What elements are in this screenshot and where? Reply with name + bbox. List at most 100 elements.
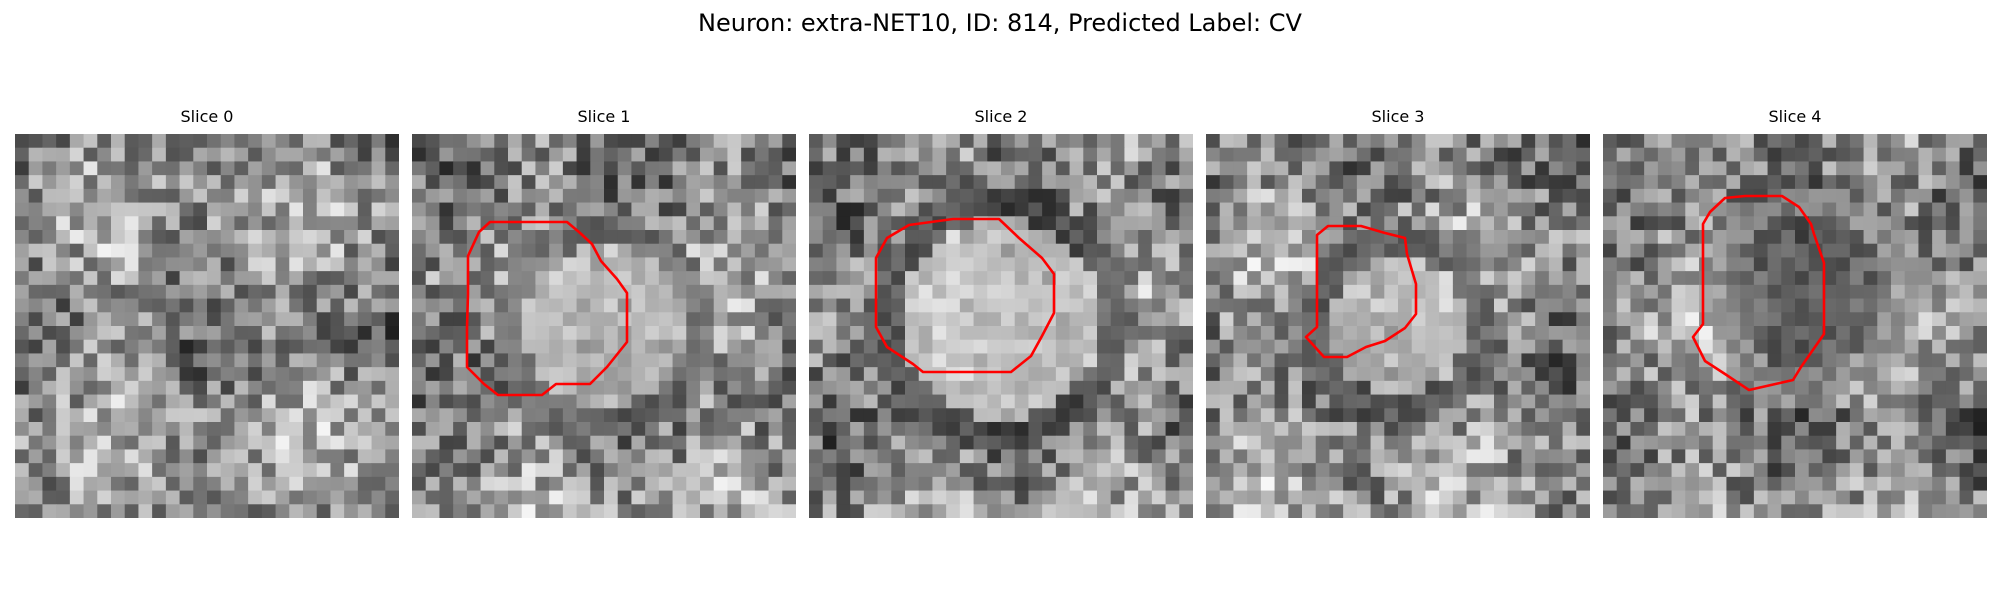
- image-pixel: [1808, 490, 1823, 505]
- image-pixel: [521, 161, 536, 176]
- image-pixel: [631, 490, 646, 505]
- image-pixel: [863, 147, 878, 162]
- image-pixel: [562, 161, 577, 176]
- image-pixel: [1891, 298, 1906, 313]
- image-pixel: [466, 271, 481, 286]
- image-pixel: [1219, 230, 1234, 245]
- image-pixel: [1918, 422, 1933, 437]
- image-pixel: [1877, 490, 1892, 505]
- image-pixel: [713, 312, 728, 327]
- image-pixel: [371, 490, 386, 505]
- image-pixel: [193, 326, 208, 341]
- image-pixel: [754, 504, 769, 518]
- image-pixel: [1233, 298, 1248, 313]
- image-pixel: [1808, 435, 1823, 450]
- image-pixel: [1973, 476, 1987, 491]
- image-pixel: [905, 435, 920, 450]
- image-pixel: [152, 202, 167, 217]
- image-pixel: [1753, 339, 1768, 354]
- image-pixel: [1671, 394, 1686, 409]
- image-pixel: [1439, 380, 1454, 395]
- image-pixel: [111, 134, 126, 149]
- image-pixel: [1562, 380, 1577, 395]
- image-pixel: [97, 312, 112, 327]
- image-pixel: [138, 216, 153, 231]
- image-pixel: [138, 380, 153, 395]
- image-pixel: [822, 312, 837, 327]
- image-pixel: [549, 161, 564, 176]
- slice-image-1: [412, 134, 796, 518]
- image-pixel: [1932, 490, 1947, 505]
- image-pixel: [932, 284, 947, 299]
- image-pixel: [1233, 422, 1248, 437]
- image-pixel: [1329, 202, 1344, 217]
- image-pixel: [809, 504, 824, 518]
- image-pixel: [1452, 326, 1467, 341]
- image-pixel: [508, 271, 523, 286]
- image-pixel: [494, 147, 509, 162]
- image-pixel: [56, 257, 71, 272]
- image-pixel: [549, 394, 564, 409]
- image-pixel: [1576, 298, 1590, 313]
- image-pixel: [822, 435, 837, 450]
- image-pixel: [891, 175, 906, 190]
- image-pixel: [1494, 435, 1509, 450]
- image-pixel: [1480, 408, 1495, 423]
- image-pixel: [165, 257, 180, 272]
- image-pixel: [152, 147, 167, 162]
- image-pixel: [987, 298, 1002, 313]
- image-pixel: [1808, 353, 1823, 368]
- image-pixel: [1603, 380, 1618, 395]
- image-pixel: [1110, 408, 1125, 423]
- image-pixel: [152, 504, 167, 518]
- image-pixel: [727, 380, 742, 395]
- image-pixel: [1945, 175, 1960, 190]
- image-pixel: [1891, 394, 1906, 409]
- image-pixel: [604, 476, 619, 491]
- image-pixel: [1494, 353, 1509, 368]
- image-pixel: [330, 490, 345, 505]
- image-pixel: [1863, 202, 1878, 217]
- image-pixel: [1370, 188, 1385, 203]
- image-pixel: [1630, 298, 1645, 313]
- image-pixel: [1795, 504, 1810, 518]
- image-pixel: [1932, 476, 1947, 491]
- image-pixel: [1849, 326, 1864, 341]
- image-pixel: [330, 284, 345, 299]
- image-pixel: [713, 490, 728, 505]
- image-pixel: [289, 216, 304, 231]
- image-pixel: [1315, 463, 1330, 478]
- image-pixel: [1274, 476, 1289, 491]
- image-pixel: [822, 202, 837, 217]
- image-pixel: [658, 147, 673, 162]
- image-pixel: [1151, 202, 1166, 217]
- image-pixel: [1480, 380, 1495, 395]
- image-pixel: [631, 257, 646, 272]
- image-pixel: [1891, 463, 1906, 478]
- image-pixel: [275, 394, 290, 409]
- image-pixel: [1562, 339, 1577, 354]
- image-pixel: [809, 435, 824, 450]
- image-pixel: [1685, 380, 1700, 395]
- image-pixel: [809, 449, 824, 464]
- image-pixel: [645, 188, 660, 203]
- image-pixel: [1535, 449, 1550, 464]
- image-pixel: [1329, 422, 1344, 437]
- image-pixel: [83, 504, 98, 518]
- image-pixel: [1616, 339, 1631, 354]
- image-pixel: [28, 147, 43, 162]
- image-pixel: [1822, 147, 1837, 162]
- slice-image-3: [1206, 134, 1590, 518]
- image-pixel: [165, 490, 180, 505]
- image-pixel: [1233, 504, 1248, 518]
- image-pixel: [439, 408, 454, 423]
- image-pixel: [1795, 339, 1810, 354]
- image-pixel: [809, 312, 824, 327]
- image-pixel: [1165, 147, 1180, 162]
- image-pixel: [28, 353, 43, 368]
- image-pixel: [344, 161, 359, 176]
- image-pixel: [1288, 243, 1303, 258]
- image-pixel: [700, 394, 715, 409]
- image-pixel: [289, 312, 304, 327]
- image-pixel: [768, 504, 783, 518]
